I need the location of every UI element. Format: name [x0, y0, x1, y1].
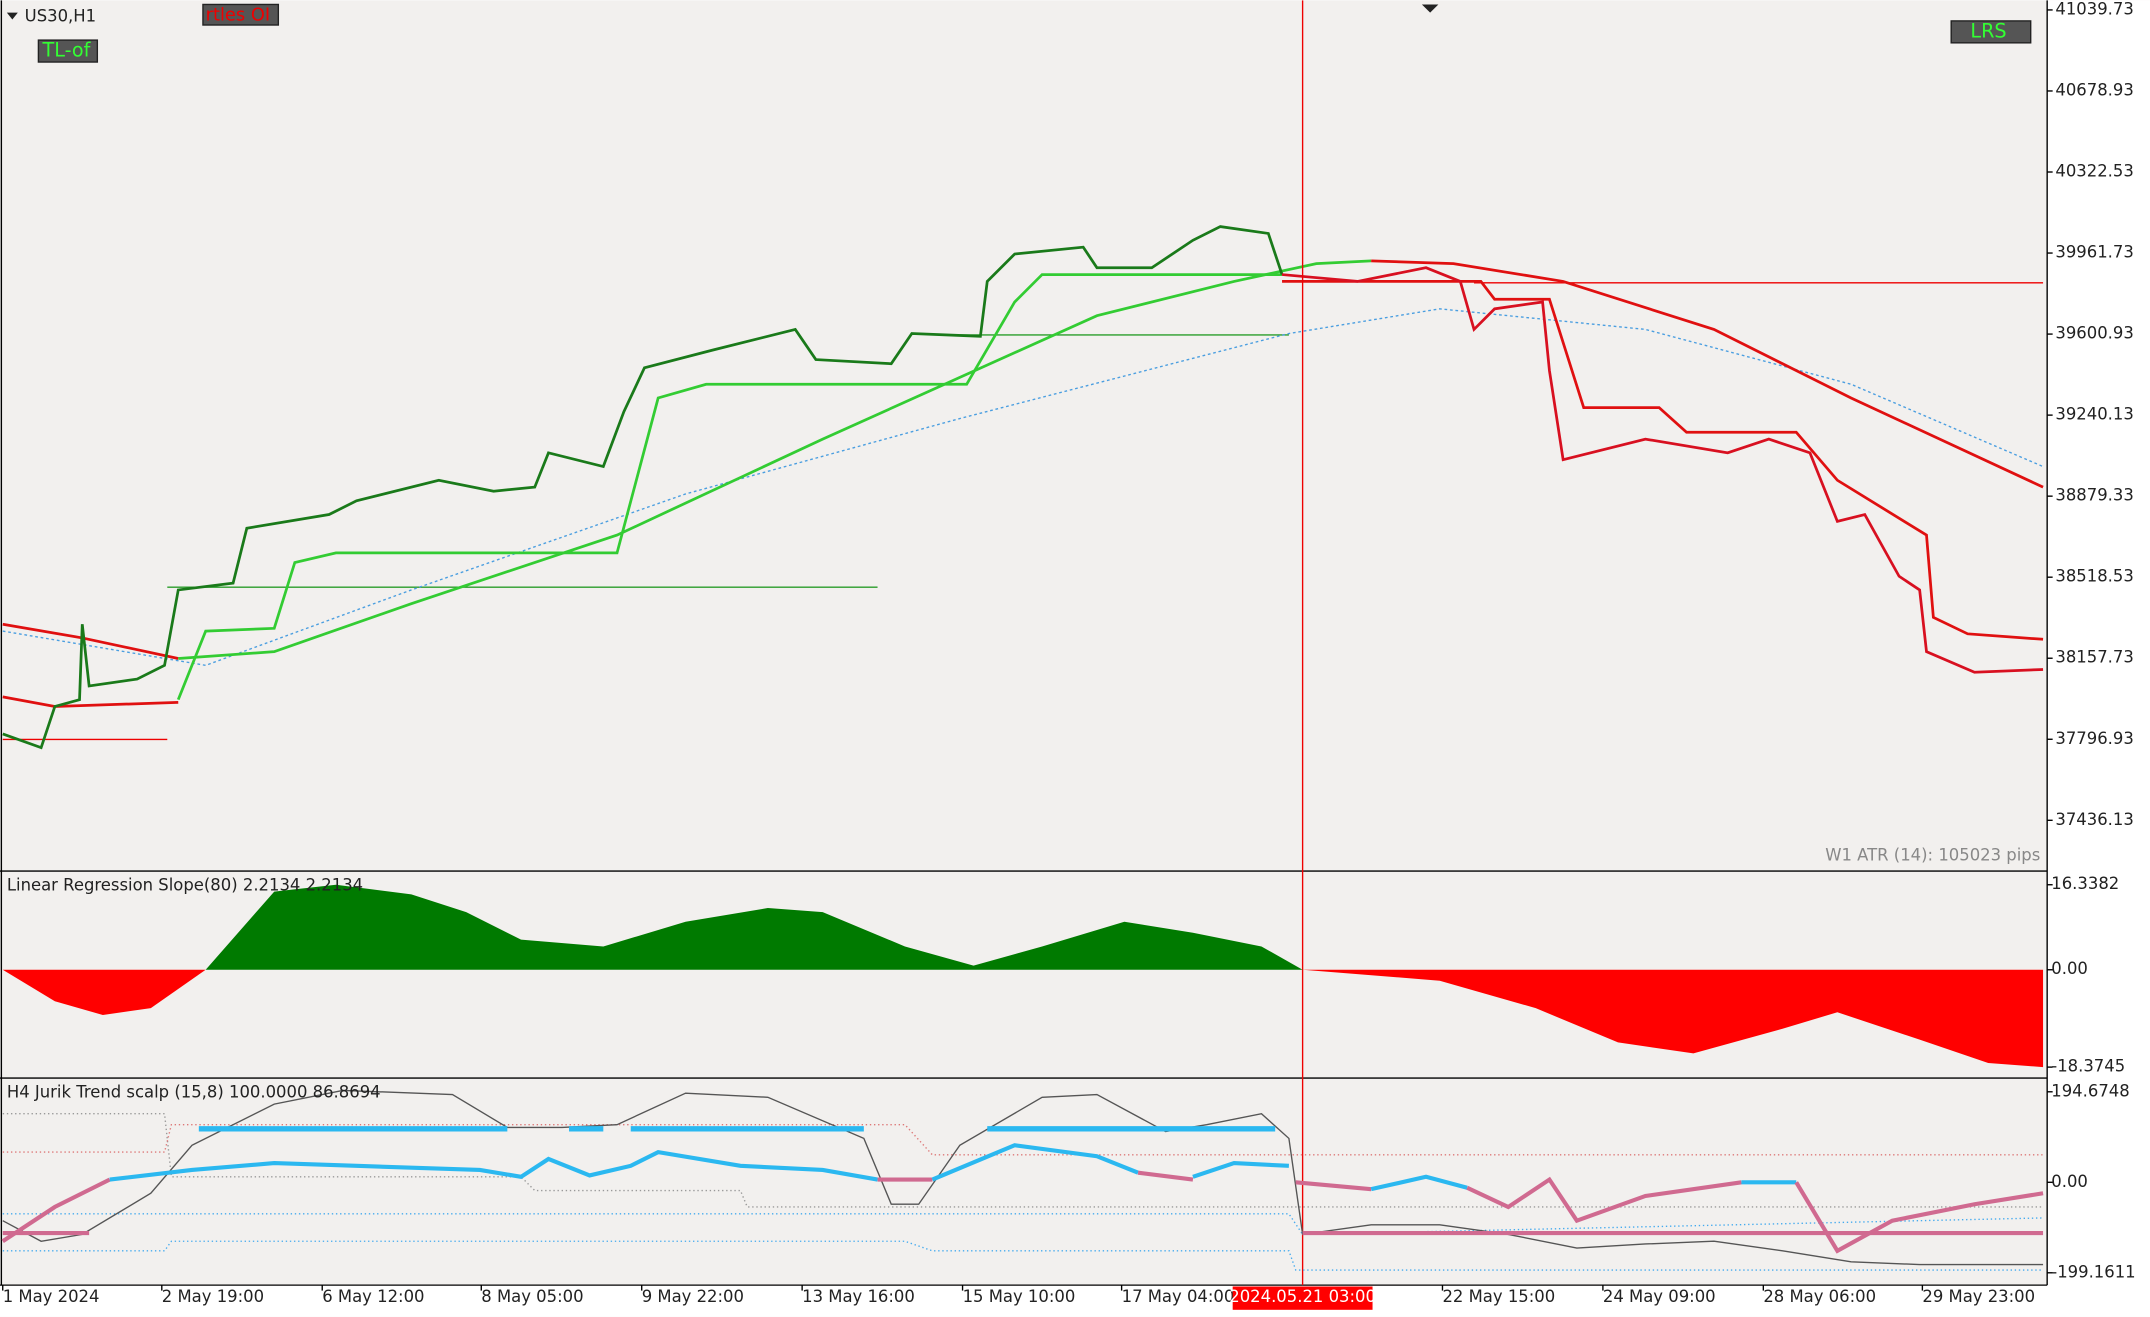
price-label: 41039.73: [2055, 0, 2133, 18]
price-series: [2, 225, 1284, 750]
time-label: 22 May 15:00: [1442, 1287, 1555, 1306]
price-axis: 41039.73 40678.93 40322.53 39961.73 39600.93…: [2047, 0, 2134, 829]
moving-average: [2, 308, 2044, 667]
time-label: 28 May 06:00: [1763, 1287, 1876, 1306]
atr-label: W1 ATR (14): 105023 pips: [1825, 845, 2040, 864]
band-line: [2, 1113, 2044, 1208]
trailing-stop: [176, 273, 1283, 701]
time-label: 1 May 2024: [3, 1287, 100, 1306]
trend-line: [1794, 1181, 2044, 1254]
shift-marker: [1421, 4, 1439, 13]
price-label: 40678.93: [2055, 80, 2133, 99]
trend-line: [1192, 1161, 1290, 1179]
moving-average: [178, 259, 1372, 660]
time-label: 15 May 10:00: [963, 1287, 1076, 1306]
trailing-stop: [1282, 280, 2044, 641]
price-label: 40322.53: [2055, 162, 2133, 181]
time-label: 2 May 19:00: [162, 1287, 264, 1306]
trend-line: [1137, 1170, 1194, 1182]
time-axis: 1 May 2024 2 May 19:00 6 May 12:00 8 May 05…: [2, 1285, 2035, 1306]
axis-label: -199.1611: [2051, 1262, 2135, 1281]
axis-label: 16.3382: [2051, 874, 2119, 893]
button[interactable]: LRS: [1970, 19, 2006, 42]
price-label: 38518.53: [2055, 567, 2133, 586]
band-line: [2, 1240, 2044, 1271]
menu-arrow: [6, 12, 18, 20]
button-bg[interactable]: [202, 3, 280, 26]
button[interactable]: TL-of: [42, 39, 92, 62]
price-label: 37796.93: [2055, 729, 2133, 748]
symbol-label: US30,H1: [25, 6, 96, 25]
band-line: [2, 1213, 2044, 1236]
time-label: 24 May 09:00: [1603, 1287, 1716, 1306]
time-label: 8 May 05:00: [481, 1287, 583, 1306]
indicator-title: H4 Jurik Trend scalp (15,8) 100.0000 86.…: [7, 1083, 381, 1102]
trend-line: [1295, 1180, 1372, 1192]
price-scale-area: [2047, 0, 2150, 1317]
trend-line: [1466, 1176, 1742, 1224]
trend-line: [931, 1143, 1139, 1182]
time-label: 17 May 04:00: [1122, 1287, 1235, 1306]
price-label: 39600.93: [2055, 324, 2133, 343]
slope-area: [1302, 969, 2044, 1068]
price-label: 37436.13: [2055, 810, 2133, 829]
slope-area: [2, 969, 206, 1016]
button-bg[interactable]: [1950, 20, 2032, 44]
trend-line: [109, 1149, 878, 1182]
button-bg[interactable]: [37, 39, 99, 63]
crosshair-time: 2024.05.21 03:00: [1229, 1287, 1376, 1306]
time-scale-area: [0, 1285, 2150, 1317]
slope-area: [205, 884, 1303, 970]
oscillator-line: [2, 1089, 2044, 1266]
time-label: 13 May 16:00: [802, 1287, 915, 1306]
price-label: 38879.33: [2055, 486, 2133, 505]
price-label: 39240.13: [2055, 405, 2133, 424]
axis-label: 194.6748: [2051, 1081, 2129, 1100]
indicator-title: Linear Regression Slope(80) 2.2134 2.213…: [7, 876, 363, 895]
price-series: [1281, 266, 2044, 674]
trend-line: [1370, 1174, 1468, 1192]
time-label: 6 May 12:00: [322, 1287, 424, 1306]
trend-line: [1, 1177, 111, 1243]
jurik-axis: 194.6748 0.00 -199.1611: [2047, 1081, 2136, 1281]
axis-label: 0.00: [2051, 959, 2088, 978]
moving-average: [1371, 259, 2044, 489]
price-label: 38157.73: [2055, 648, 2133, 667]
axis-label: -18.3745: [2051, 1057, 2125, 1076]
price-label: 39961.73: [2055, 243, 2133, 262]
lrs-axis: 16.3382 0.00 -18.3745: [2047, 874, 2125, 1076]
crosshair-time-bg: [1232, 1286, 1373, 1310]
time-label: 9 May 22:00: [642, 1287, 744, 1306]
button[interactable]: rtles OI: [206, 4, 270, 25]
axis-label: 0.00: [2051, 1172, 2088, 1191]
time-label: 29 May 23:00: [1922, 1287, 2035, 1306]
